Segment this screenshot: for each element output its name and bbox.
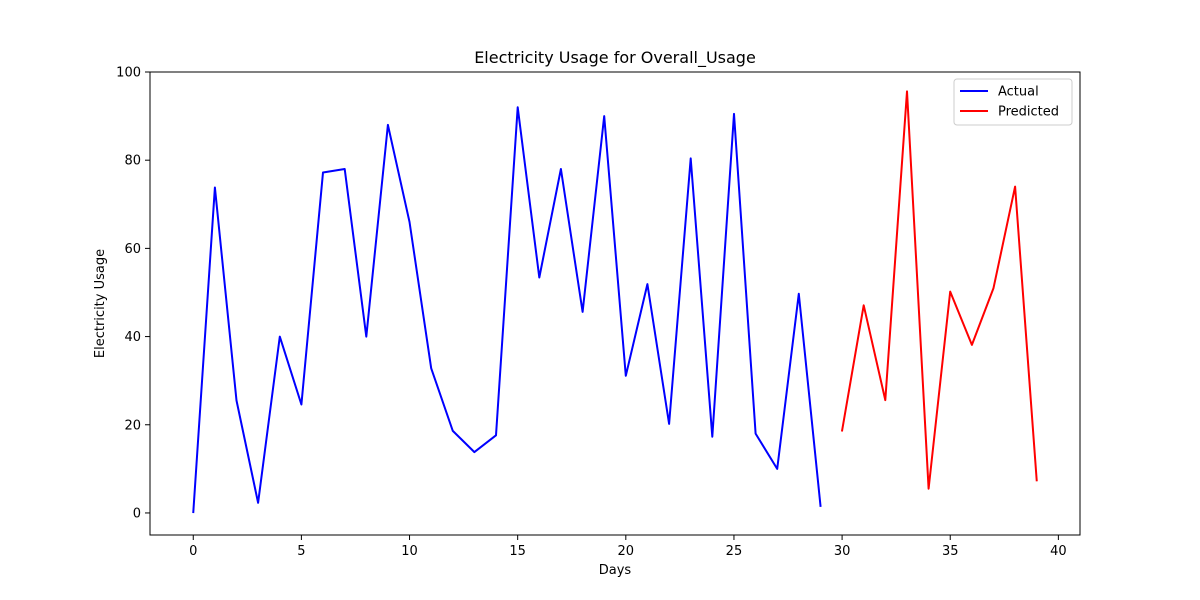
legend-label-predicted: Predicted bbox=[998, 105, 1059, 120]
y-axis-label: Electricity Usage bbox=[93, 249, 108, 358]
legend: Actual Predicted bbox=[953, 78, 1073, 126]
x-tick-label: 0 bbox=[189, 544, 197, 559]
x-axis-label: Days bbox=[599, 563, 632, 578]
x-tick-label: 15 bbox=[509, 544, 526, 559]
x-tick-label: 40 bbox=[1050, 544, 1067, 559]
y-tick-label: 0 bbox=[133, 506, 141, 521]
y-tick-label: 60 bbox=[124, 242, 141, 257]
y-tick-label: 80 bbox=[124, 154, 141, 169]
x-tick-label: 20 bbox=[618, 544, 635, 559]
y-tick-label: 20 bbox=[124, 418, 141, 433]
plot-layer bbox=[192, 90, 1038, 514]
x-tick-label: 35 bbox=[942, 544, 959, 559]
series-line-actual bbox=[192, 106, 822, 514]
y-tick-label: 40 bbox=[124, 330, 141, 345]
x-tick-label: 5 bbox=[297, 544, 305, 559]
y-tick-label: 100 bbox=[116, 66, 141, 81]
series-line-predicted bbox=[840, 90, 1038, 490]
chart-title: Electricity Usage for Overall_Usage bbox=[474, 48, 756, 68]
y-axis-ticks: 0 20 40 60 80 100 bbox=[116, 66, 150, 521]
legend-label-actual: Actual bbox=[998, 85, 1039, 100]
x-tick-label: 10 bbox=[401, 544, 418, 559]
plot-frame bbox=[149, 71, 1081, 536]
x-axis-ticks: 0 5 10 15 20 25 30 35 40 bbox=[189, 535, 1067, 559]
x-tick-label: 25 bbox=[726, 544, 743, 559]
x-tick-label: 30 bbox=[834, 544, 851, 559]
